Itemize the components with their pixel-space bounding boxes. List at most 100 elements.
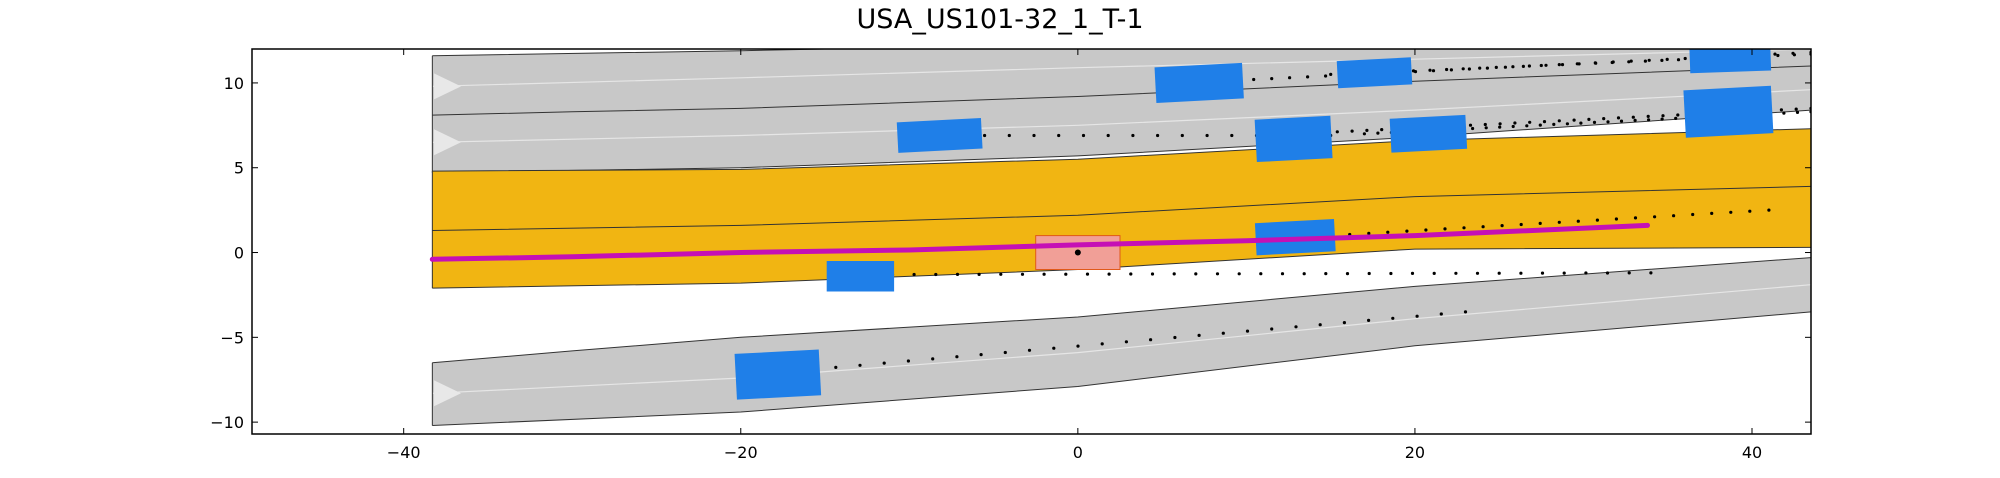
- trajectory-point: [1594, 61, 1598, 65]
- trajectory-point: [1646, 114, 1650, 118]
- trajectory-point: [1557, 119, 1561, 123]
- trajectory-point: [1389, 271, 1393, 276]
- trajectory-point: [1767, 208, 1771, 212]
- x-tick-label: 20: [1405, 443, 1425, 462]
- direction-arrow-icon: [434, 129, 462, 156]
- trajectory-point: [1007, 133, 1011, 138]
- trajectory-point: [1539, 63, 1543, 68]
- trajectory-point: [977, 272, 981, 276]
- lower-road-right-border: [432, 311, 1811, 426]
- trajectory-point: [955, 272, 960, 276]
- trajectory-point: [1100, 342, 1104, 346]
- trajectory-point: [1081, 133, 1086, 138]
- trajectory-point: [1676, 58, 1681, 62]
- trajectory-point: [1540, 271, 1545, 275]
- obstacle-vehicle: [1389, 114, 1468, 153]
- x-tick-label: 40: [1742, 443, 1762, 462]
- trajectory-point: [1565, 122, 1569, 126]
- trajectory-point: [1106, 133, 1110, 138]
- trajectory-point: [1445, 67, 1449, 72]
- y-tick-label: −5: [220, 328, 244, 347]
- trajectory-point: [1557, 220, 1561, 224]
- trajectory-point: [1483, 122, 1487, 127]
- trajectory-point: [1587, 117, 1591, 121]
- trajectory-point: [1602, 117, 1606, 121]
- trajectory-point: [1792, 53, 1796, 57]
- trajectory-point: [1129, 272, 1133, 276]
- trajectory-point: [1057, 133, 1061, 138]
- trajectory-point: [1560, 63, 1565, 67]
- trajectory-point: [858, 363, 862, 367]
- trajectory-point: [1521, 64, 1525, 68]
- trajectory-point: [955, 355, 959, 359]
- trajectory-point: [1660, 117, 1664, 121]
- upper-road-right-border: [432, 109, 1811, 174]
- trajectory-point: [1653, 215, 1657, 219]
- trajectory-point: [1345, 272, 1350, 276]
- trajectory-point: [1544, 63, 1548, 67]
- trajectory-point: [1463, 310, 1468, 314]
- route-line: [429, 222, 1650, 262]
- trajectory-point: [931, 357, 935, 361]
- trajectory-point: [1748, 209, 1752, 213]
- trajectory-point: [1461, 67, 1465, 71]
- trajectory-point: [1172, 272, 1176, 276]
- trajectory-point: [1431, 69, 1436, 73]
- trajectory-point: [983, 133, 987, 138]
- upper-road-surface: [432, 49, 1811, 173]
- trajectory-point: [1542, 120, 1547, 124]
- trajectory-point: [1197, 333, 1201, 337]
- trajectory-point: [1215, 272, 1220, 276]
- trajectory-point: [1150, 272, 1155, 276]
- trajectory-point: [1107, 272, 1111, 276]
- trajectory-point: [1032, 133, 1036, 138]
- trajectory-point: [1259, 272, 1263, 276]
- trajectory-point: [1498, 122, 1502, 126]
- trajectory-point: [1661, 114, 1665, 118]
- trajectory-point: [1230, 133, 1234, 138]
- trajectory-point: [1156, 133, 1160, 138]
- trajectory-point: [1318, 323, 1322, 327]
- trajectory-point: [1405, 229, 1409, 233]
- trajectory-point: [1525, 124, 1529, 128]
- trajectory-point: [1064, 272, 1068, 276]
- trajectory-point: [906, 359, 911, 363]
- trajectory-point: [1481, 225, 1485, 229]
- y-tick-label: 10: [224, 74, 244, 93]
- trajectory-point: [1503, 65, 1507, 69]
- trajectory-point: [1411, 69, 1416, 73]
- obstacle-vehicle: [1154, 62, 1244, 103]
- trajectory-point: [1052, 346, 1056, 350]
- trajectory-point: [1676, 113, 1680, 117]
- planned-route: [429, 222, 1650, 262]
- upper-road-centerline-0: [432, 49, 1811, 87]
- trajectory-point: [1633, 118, 1637, 122]
- trajectory-point: [1367, 231, 1371, 235]
- trajectory-point: [1415, 314, 1419, 318]
- trajectory-point: [1592, 120, 1597, 124]
- trajectory-point: [1647, 58, 1651, 62]
- trajectory-point: [1576, 219, 1580, 223]
- trajectory-point: [1443, 227, 1447, 231]
- trajectory-point: [912, 272, 916, 277]
- direction-arrow-icon: [434, 73, 462, 100]
- trajectory-point: [1342, 321, 1346, 325]
- trajectory-point: [1627, 60, 1631, 64]
- trajectory-point: [1085, 272, 1090, 276]
- trajectory-point: [1485, 66, 1489, 70]
- trajectory-point: [1584, 271, 1588, 275]
- trajectory-point: [1519, 222, 1523, 227]
- x-tick-label: −40: [387, 443, 421, 462]
- trajectory-point: [1497, 271, 1501, 275]
- trajectory-point: [1595, 218, 1599, 222]
- trajectory-point: [1610, 60, 1614, 65]
- trajectory-point: [1428, 68, 1432, 72]
- trajectory-point: [1432, 271, 1436, 275]
- trajectory-point: [834, 365, 838, 369]
- trajectory-point: [1794, 107, 1798, 111]
- trajectory-point: [1042, 272, 1046, 276]
- trajectory-point: [1605, 271, 1610, 275]
- trajectory-point: [1776, 53, 1780, 58]
- trajectory-point: [1270, 77, 1274, 81]
- trajectory-point: [1350, 129, 1354, 133]
